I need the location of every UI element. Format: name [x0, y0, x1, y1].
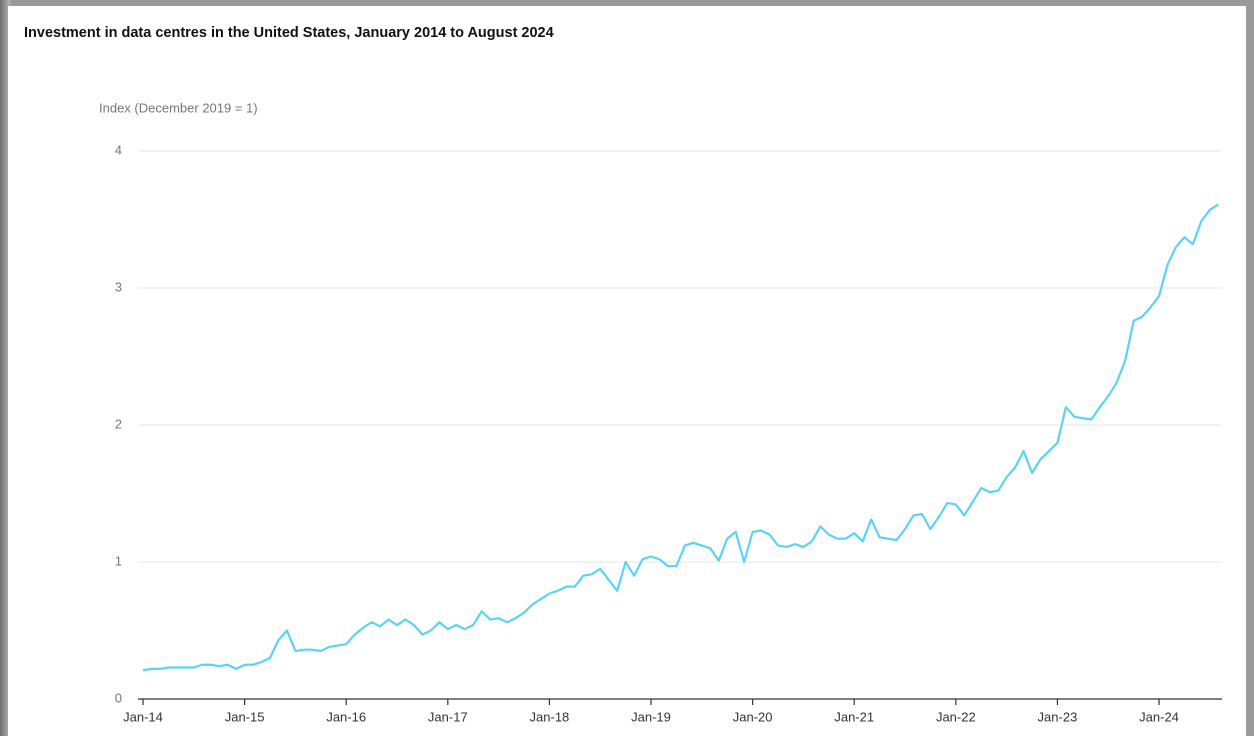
panel [8, 6, 1246, 736]
plot-area: 0 1 2 3 4 Jan-14 Jan-15 Jan-16 Jan-17 Jan-18 Jan-1… [115, 142, 1222, 724]
y-tick-label: 4 [115, 142, 122, 157]
x-tick-label: Jan-20 [733, 709, 773, 724]
y-tick-label: 0 [115, 690, 122, 705]
x-tick-label: Jan-15 [225, 709, 265, 724]
x-tick-label: Jan-19 [631, 709, 671, 724]
frame-edge [0, 0, 10, 736]
data-line [142, 203, 1219, 672]
x-tick-label: Jan-16 [326, 709, 366, 724]
y-tick-label: 1 [115, 553, 122, 568]
x-tick-label: Jan-24 [1139, 709, 1179, 724]
y-tick-label: 2 [115, 416, 122, 431]
y-axis-label: Index (December 2019 = 1) [99, 100, 258, 115]
x-tick-label: Jan-14 [123, 709, 163, 724]
x-tick-label: Jan-22 [936, 709, 976, 724]
chart-title: Investment in data centres in the United… [24, 25, 554, 41]
x-tick-label: Jan-23 [1038, 709, 1078, 724]
x-tick-label: Jan-18 [530, 709, 570, 724]
x-tick-label: Jan-21 [834, 709, 874, 724]
y-tick-label: 3 [115, 279, 122, 294]
x-tick-label: Jan-17 [428, 709, 468, 724]
